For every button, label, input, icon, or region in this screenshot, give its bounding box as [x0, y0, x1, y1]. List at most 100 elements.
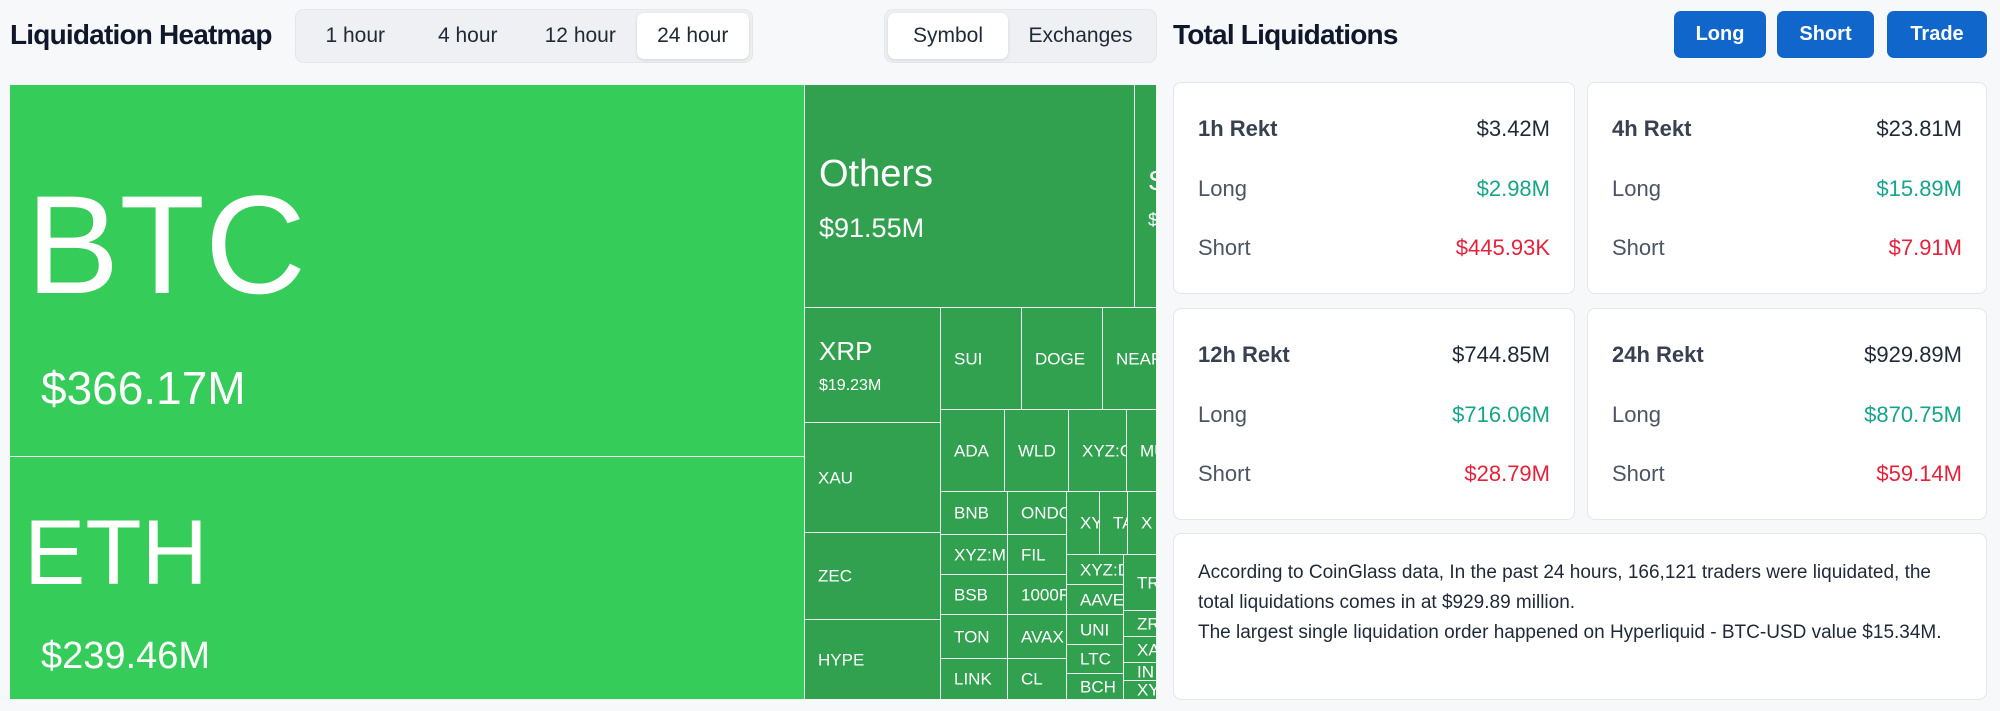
- tile-symbol: BCH: [1080, 677, 1116, 696]
- tile-xyz-mu[interactable]: XYZ:MU: [941, 535, 1008, 575]
- tile-value: $19.23M: [819, 377, 882, 394]
- card-12h-rekt: 12h Rekt $744.85M Long $716.06M Short $28.7…: [1173, 308, 1575, 520]
- tile-xyz-d[interactable]: XYZ:D: [1067, 555, 1124, 585]
- tile-x[interactable]: X: [1128, 492, 1157, 555]
- tile-symbol: XA: [1137, 640, 1156, 659]
- tile-xrp[interactable]: XRP $19.23M: [805, 308, 941, 423]
- tab-1-hour[interactable]: 1 hour: [325, 24, 386, 47]
- tile-symbol: ZR: [1137, 614, 1156, 633]
- tile-sol[interactable]: S $: [1135, 85, 1157, 308]
- tile-xyz-c[interactable]: XYZ:C: [1069, 410, 1127, 492]
- tile-ta[interactable]: TA: [1100, 492, 1128, 555]
- short-label: Short: [1612, 461, 1665, 486]
- tile-cl[interactable]: CL: [1008, 659, 1067, 700]
- tile-doge[interactable]: DOGE: [1022, 308, 1103, 410]
- tile-symbol: BTC: [26, 166, 306, 323]
- tab-exchanges[interactable]: Exchanges: [1028, 24, 1133, 47]
- tile-symbol: LINK: [954, 669, 992, 689]
- tile-symbol: ADA: [954, 441, 989, 460]
- tab-24-hour[interactable]: 24 hour: [636, 13, 749, 59]
- tile-others[interactable]: Others $91.55M: [805, 85, 1135, 308]
- tile-symbol: 1000F: [1021, 585, 1067, 604]
- heatmap-title: Liquidation Heatmap: [10, 19, 273, 50]
- tile-wld[interactable]: WLD: [1005, 410, 1069, 492]
- tile-zr[interactable]: ZR: [1124, 611, 1157, 637]
- tile-ondo[interactable]: ONDO: [1008, 492, 1067, 535]
- long-value: $15.89M: [1876, 176, 1962, 201]
- summary-line-2: The largest single liquidation order hap…: [1198, 622, 1942, 643]
- tile-bsb[interactable]: BSB: [941, 575, 1008, 615]
- long-button[interactable]: Long: [1674, 11, 1766, 58]
- long-value: $716.06M: [1452, 402, 1550, 427]
- tab-symbol[interactable]: Symbol: [888, 13, 1008, 59]
- card-total: $3.42M: [1476, 116, 1550, 141]
- tile-ltc[interactable]: LTC: [1067, 645, 1124, 674]
- tile-symbol: BSB: [954, 585, 989, 604]
- short-button[interactable]: Short: [1777, 11, 1874, 58]
- tile-btc[interactable]: BTC $366.17M: [10, 85, 805, 457]
- tile-tr[interactable]: TR: [1124, 555, 1157, 611]
- card-label: 12h Rekt: [1198, 342, 1290, 367]
- tile-ada[interactable]: ADA: [941, 410, 1005, 492]
- card-24h-rekt: 24h Rekt $929.89M Long $870.75M Short $59.1…: [1587, 308, 1987, 520]
- trade-button[interactable]: Trade: [1887, 11, 1987, 58]
- card-total: $929.89M: [1864, 342, 1962, 367]
- tile-hype[interactable]: HYPE: [805, 620, 941, 700]
- tile-value: $: [1148, 211, 1156, 229]
- tile-1000f[interactable]: 1000F: [1008, 575, 1067, 615]
- tile-value: $91.55M: [819, 213, 925, 243]
- card-1h-rekt: 1h Rekt $3.42M Long $2.98M Short $445.93K: [1173, 82, 1575, 294]
- tile-symbol: LTC: [1080, 649, 1111, 669]
- tile-aave[interactable]: AAVE: [1067, 585, 1124, 615]
- long-value: $870.75M: [1864, 402, 1962, 427]
- tile-symbol: ZEC: [818, 566, 852, 586]
- tile-sui[interactable]: SUI: [941, 308, 1022, 410]
- liquidation-summary: According to CoinGlass data, In the past…: [1173, 533, 1987, 700]
- tile-symbol: S: [1148, 167, 1156, 195]
- tile-xy-2[interactable]: XY: [1124, 681, 1157, 700]
- card-label: 24h Rekt: [1612, 342, 1704, 367]
- time-range-selector: 1 hour 4 hour 12 hour 24 hour: [295, 9, 753, 63]
- tile-value: $239.46M: [41, 635, 211, 677]
- long-value: $2.98M: [1476, 176, 1550, 201]
- tab-12-hour[interactable]: 12 hour: [544, 24, 616, 47]
- tile-zec[interactable]: ZEC: [805, 533, 941, 620]
- tile-symbol: AAVE: [1080, 590, 1124, 609]
- tile-symbol: BNB: [954, 503, 989, 523]
- tile-xy[interactable]: XY: [1067, 492, 1100, 555]
- card-label: 4h Rekt: [1612, 116, 1692, 141]
- tile-bnb[interactable]: BNB: [941, 492, 1008, 535]
- tile-avax[interactable]: AVAX: [1008, 615, 1067, 659]
- tile-in[interactable]: IN: [1124, 663, 1157, 681]
- tile-mu[interactable]: MU: [1127, 410, 1157, 492]
- tile-uni[interactable]: UNI: [1067, 615, 1124, 645]
- tile-bch[interactable]: BCH: [1067, 674, 1124, 700]
- tile-xa[interactable]: XA: [1124, 637, 1157, 663]
- tile-eth[interactable]: ETH $239.46M: [10, 457, 805, 700]
- tile-symbol: IN: [1137, 663, 1154, 681]
- tile-value: $366.17M: [41, 362, 246, 414]
- tile-symbol: ETH: [24, 502, 208, 604]
- tab-4-hour[interactable]: 4 hour: [437, 24, 498, 47]
- tile-symbol: CL: [1021, 669, 1043, 689]
- short-label: Short: [1612, 235, 1665, 260]
- card-label: 1h Rekt: [1198, 116, 1278, 141]
- tile-symbol: WLD: [1018, 441, 1056, 460]
- card-total: $23.81M: [1876, 116, 1962, 141]
- tile-link[interactable]: LINK: [941, 659, 1008, 700]
- tile-symbol: SUI: [954, 349, 983, 368]
- tile-near[interactable]: NEAR: [1103, 308, 1157, 410]
- tile-symbol: HYPE: [818, 650, 865, 669]
- tile-fil[interactable]: FIL: [1008, 535, 1067, 575]
- card-total: $744.85M: [1452, 342, 1550, 367]
- tile-ton[interactable]: TON: [941, 615, 1008, 659]
- tile-symbol: MU: [1140, 441, 1156, 460]
- tile-symbol: DOGE: [1035, 349, 1086, 368]
- tile-symbol: Others: [819, 153, 934, 195]
- tile-symbol: XYZ:D: [1080, 560, 1123, 579]
- tile-symbol: XY: [1137, 681, 1156, 700]
- short-label: Short: [1198, 235, 1251, 260]
- tile-xau[interactable]: XAU: [805, 423, 941, 533]
- tile-symbol: ONDO: [1021, 503, 1067, 523]
- long-label: Long: [1612, 176, 1661, 201]
